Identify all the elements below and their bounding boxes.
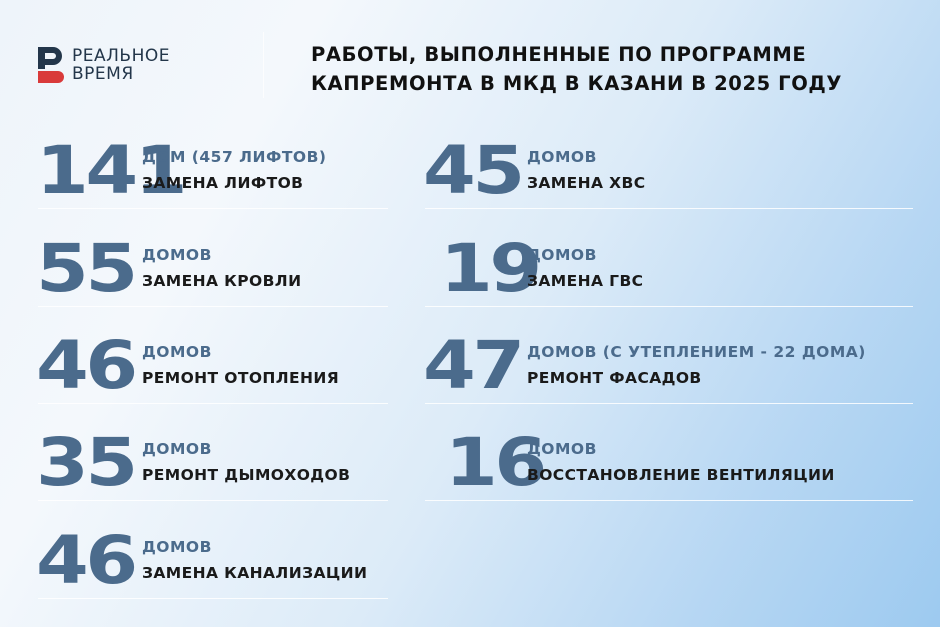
title-line2: КАПРЕМОНТА В МКД В КАЗАНИ В 2025 ГОДУ: [311, 72, 842, 95]
stat-subtitle: ДОМОВ: [527, 246, 597, 264]
logo-mark-icon: [38, 47, 64, 83]
stat-subtitle: ДОМОВ: [142, 343, 212, 361]
row-divider: [38, 403, 388, 404]
logo-line2: ВРЕМЯ: [72, 64, 134, 84]
stat-subtitle: ДОМОВ: [142, 538, 212, 556]
logo: РЕАЛЬНОЕ ВРЕМЯ: [38, 47, 170, 83]
row-divider: [425, 403, 913, 404]
page-title: РАБОТЫ, ВЫПОЛНЕННЫЕ ПО ПРОГРАММЕ КАПРЕМО…: [311, 40, 842, 98]
stat-subtitle: ДОМОВ: [527, 148, 597, 166]
logo-line1: РЕАЛЬНОЕ: [72, 46, 170, 66]
stat-subtitle: ДОМОВ (С УТЕПЛЕНИЕМ - 22 ДОМА): [527, 343, 866, 361]
stat-item: 141 ДОМ (457 ЛИФТОВ) ЗАМЕНА ЛИФТОВ: [0, 136, 940, 206]
stat-item: 46 ДОМОВ РЕМОНТ ОТОПЛЕНИЯ: [0, 331, 940, 401]
stat-number: 46: [36, 522, 138, 599]
row-divider: [38, 306, 388, 307]
stat-label: ВОССТАНОВЛЕНИЕ ВЕНТИЛЯЦИИ: [527, 466, 835, 484]
stat-subtitle: ДОМОВ: [142, 440, 212, 458]
stat-item: 16 ДОМОВ ВОССТАНОВЛЕНИЕ ВЕНТИЛЯЦИИ: [0, 428, 940, 498]
stat-label: ЗАМЕНА КРОВЛИ: [142, 272, 302, 290]
row-divider: [38, 500, 388, 501]
stat-label: ЗАМЕНА ХВС: [527, 174, 646, 192]
row-divider: [425, 306, 913, 307]
stat-item: 55 ДОМОВ ЗАМЕНА КРОВЛИ: [0, 234, 940, 304]
stat-number: 16: [445, 424, 547, 501]
stat-item: 35 ДОМОВ РЕМОНТ ДЫМОХОДОВ: [0, 428, 940, 498]
stat-item: 47 ДОМОВ (С УТЕПЛЕНИЕМ - 22 ДОМА) РЕМОНТ…: [0, 331, 940, 401]
row-divider: [425, 500, 913, 501]
stat-number: 47: [423, 327, 525, 404]
stat-item: 45 ДОМОВ ЗАМЕНА ХВС: [0, 136, 940, 206]
row-divider: [38, 208, 388, 209]
row-divider: [38, 598, 388, 599]
stat-number: 55: [36, 230, 138, 307]
stat-subtitle: ДОМОВ: [142, 246, 212, 264]
stat-label: ЗАМЕНА ЛИФТОВ: [142, 174, 304, 192]
stat-number: 35: [36, 424, 138, 501]
stat-item: 46 ДОМОВ ЗАМЕНА КАНАЛИЗАЦИИ: [0, 526, 940, 596]
logo-text: РЕАЛЬНОЕ ВРЕМЯ: [72, 47, 170, 83]
row-divider: [425, 208, 913, 209]
stat-subtitle: ДОМОВ: [527, 440, 597, 458]
stat-subtitle: ДОМ (457 ЛИФТОВ): [142, 148, 327, 166]
header-divider: [263, 32, 264, 98]
stat-item: 19 ДОМОВ ЗАМЕНА ГВС: [0, 234, 940, 304]
stat-label: ЗАМЕНА ГВС: [527, 272, 644, 290]
stat-number: 19: [440, 230, 542, 307]
title-line1: РАБОТЫ, ВЫПОЛНЕННЫЕ ПО ПРОГРАММЕ: [311, 43, 807, 66]
stat-label: РЕМОНТ ОТОПЛЕНИЯ: [142, 369, 340, 387]
stat-label: РЕМОНТ ДЫМОХОДОВ: [142, 466, 351, 484]
stat-number: 45: [423, 132, 525, 209]
stat-label: ЗАМЕНА КАНАЛИЗАЦИИ: [142, 564, 368, 582]
stat-number: 46: [36, 327, 138, 404]
stat-number: 141: [36, 132, 188, 209]
stat-label: РЕМОНТ ФАСАДОВ: [527, 369, 702, 387]
